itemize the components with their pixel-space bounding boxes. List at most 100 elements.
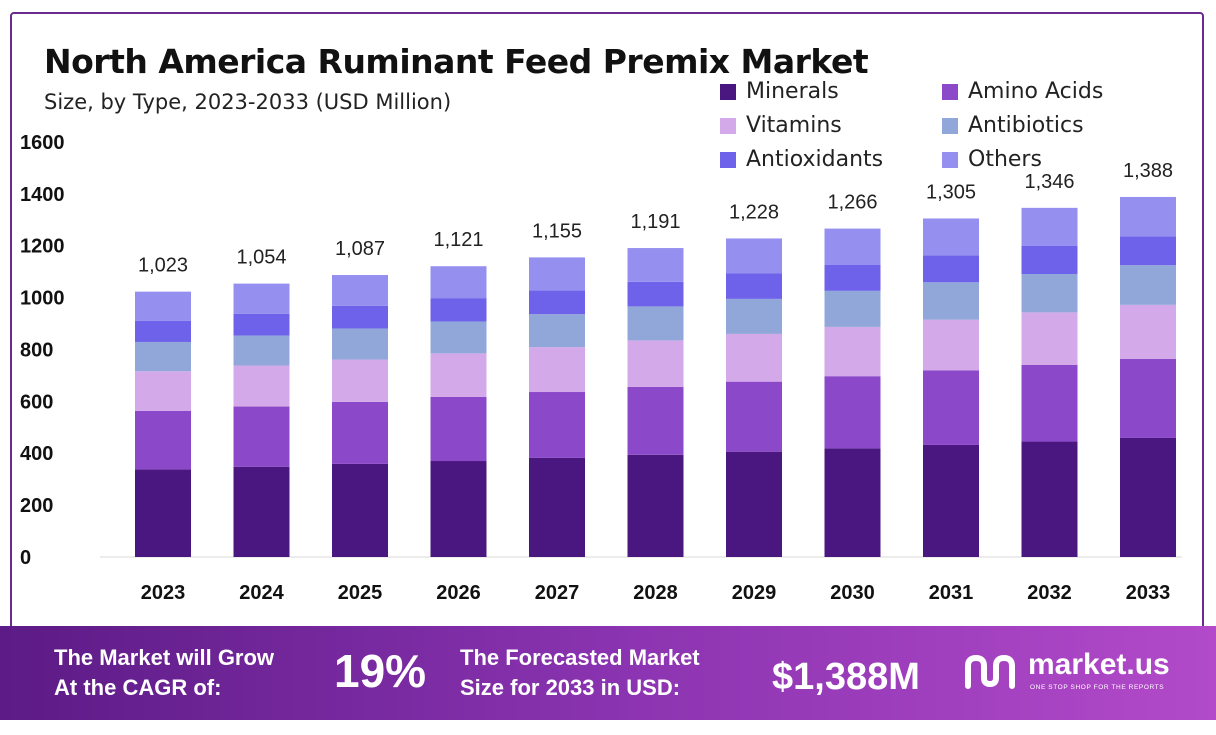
bar-segment-antioxidants xyxy=(923,255,979,283)
bar-segment-amino-acids xyxy=(1120,358,1176,438)
bar-segment-minerals xyxy=(1120,437,1176,557)
bar-segment-amino-acids xyxy=(1021,364,1078,442)
bar-segment-amino-acids xyxy=(627,386,684,455)
x-tick-label: 2025 xyxy=(338,582,383,604)
bar-segment-antibiotics xyxy=(135,341,191,372)
y-tick-label: 1000 xyxy=(20,288,65,310)
bar-segment-others xyxy=(726,238,782,274)
bar-total-label: 1,155 xyxy=(532,220,582,242)
legend-swatch-amino-acids xyxy=(942,83,958,100)
legend-item-antibiotics: Antibiotics xyxy=(942,112,1190,139)
bar-segment-vitamins xyxy=(529,347,585,393)
cagr-label: The Market will Grow At the CAGR of: xyxy=(54,643,274,703)
bar-segment-vitamins xyxy=(824,326,881,377)
bar-total-label: 1,228 xyxy=(729,201,779,223)
bar-segment-antibiotics xyxy=(923,282,979,320)
bar-segment-antibiotics xyxy=(1021,273,1078,313)
legend-item-minerals: Minerals xyxy=(720,78,942,105)
bar-segment-amino-acids xyxy=(923,370,979,445)
bar-segment-others xyxy=(627,248,684,282)
bar-segment-antibiotics xyxy=(529,314,585,348)
bar-segment-vitamins xyxy=(430,353,487,397)
bar-segment-minerals xyxy=(923,444,979,557)
cagr-value: 19% xyxy=(334,645,427,697)
bar-segment-vitamins xyxy=(135,371,191,411)
bar-total-label: 1,191 xyxy=(630,211,680,233)
x-tick-label: 2024 xyxy=(239,582,284,604)
forecast-label-line1: The Forecasted Market xyxy=(460,645,700,670)
bar-segment-antibiotics xyxy=(430,321,487,354)
bar-segment-others xyxy=(529,257,585,291)
forecast-label: The Forecasted Market Size for 2033 in U… xyxy=(460,643,700,703)
x-tick-label: 2032 xyxy=(1027,582,1072,604)
x-tick-label: 2028 xyxy=(633,582,678,604)
forecast-value: $1,388M xyxy=(772,656,920,698)
bar-segment-others xyxy=(332,275,388,306)
bar-segment-antioxidants xyxy=(1120,236,1176,266)
footer-banner: The Market will Grow At the CAGR of: 19%… xyxy=(0,626,1216,720)
bar-segment-others xyxy=(233,283,290,314)
bar-total-label: 1,054 xyxy=(236,247,286,269)
bar-segment-others xyxy=(135,291,191,321)
bar-segment-amino-acids xyxy=(824,376,881,449)
bar-total-label: 1,266 xyxy=(827,192,877,214)
bar-total-label: 1,121 xyxy=(433,229,483,251)
bar-segment-amino-acids xyxy=(430,396,487,462)
bar-segment-antibiotics xyxy=(824,290,881,327)
bar-segment-antioxidants xyxy=(529,290,585,315)
bar-segment-antibiotics xyxy=(726,298,782,334)
legend-swatch-antibiotics xyxy=(942,117,958,134)
x-tick-label: 2033 xyxy=(1126,582,1171,604)
y-tick-label: 1200 xyxy=(20,236,65,258)
bar-segment-antibiotics xyxy=(233,335,290,366)
legend-item-antioxidants: Antioxidants xyxy=(720,146,942,173)
x-tick-label: 2031 xyxy=(929,582,974,604)
x-tick-label: 2023 xyxy=(141,582,186,604)
brand-tagline: ONE STOP SHOP FOR THE REPORTS xyxy=(1030,684,1165,691)
bar-segment-antioxidants xyxy=(233,313,290,336)
bar-segment-antioxidants xyxy=(430,298,487,322)
market-us-logo-icon xyxy=(965,654,1015,689)
legend-label-others: Others xyxy=(968,147,1042,172)
chart-frame xyxy=(10,12,1204,715)
y-tick-label: 1400 xyxy=(20,184,65,206)
legend-item-amino-acids: Amino Acids xyxy=(942,78,1190,105)
bar-segment-amino-acids xyxy=(332,401,388,464)
bar-segment-amino-acids xyxy=(726,381,782,452)
y-tick-label: 400 xyxy=(20,443,53,465)
legend-label-amino-acids: Amino Acids xyxy=(968,79,1104,104)
legend-swatch-antioxidants xyxy=(720,151,736,168)
bar-segment-minerals xyxy=(529,457,585,557)
bar-total-label: 1,388 xyxy=(1123,160,1173,182)
bar-segment-minerals xyxy=(332,463,388,557)
y-tick-label: 800 xyxy=(20,339,53,361)
legend-item-others: Others xyxy=(942,146,1190,173)
bar-segment-vitamins xyxy=(627,340,684,387)
bar-segment-antioxidants xyxy=(1021,245,1078,274)
stacked-bar-chart: 0 200 400 600 800 1000 1200 1400 1600 1,023 2023 1,… xyxy=(20,132,1182,604)
bar-segment-minerals xyxy=(233,466,290,557)
bar-segment-vitamins xyxy=(332,359,388,402)
x-tick-label: 2026 xyxy=(436,582,481,604)
bar-segment-antioxidants xyxy=(824,264,881,291)
bar-segment-amino-acids xyxy=(529,392,585,458)
chart-subtitle: Size, by Type, 2023-2033 (USD Million) xyxy=(44,90,452,114)
legend-label-antioxidants: Antioxidants xyxy=(746,147,884,172)
cagr-label-line1: The Market will Grow xyxy=(54,645,275,670)
bar-segment-others xyxy=(1120,196,1176,237)
bar-segment-vitamins xyxy=(923,319,979,371)
legend-swatch-minerals xyxy=(720,83,736,100)
bar-total-label: 1,087 xyxy=(335,238,385,260)
bar-total-label: 1,305 xyxy=(926,181,976,203)
bar-segment-minerals xyxy=(627,454,684,557)
legend-label-antibiotics: Antibiotics xyxy=(968,113,1084,138)
legend-item-vitamins: Vitamins xyxy=(720,112,942,139)
x-tick-label: 2029 xyxy=(732,582,777,604)
bar-segment-vitamins xyxy=(1021,312,1078,365)
bar-segment-vitamins xyxy=(233,365,290,407)
legend-label-vitamins: Vitamins xyxy=(746,113,842,138)
brand-name: market.us xyxy=(1028,648,1170,681)
bar-segment-others xyxy=(430,266,487,299)
bar-segment-antibiotics xyxy=(332,328,388,360)
y-tick-label: 1600 xyxy=(20,132,65,154)
